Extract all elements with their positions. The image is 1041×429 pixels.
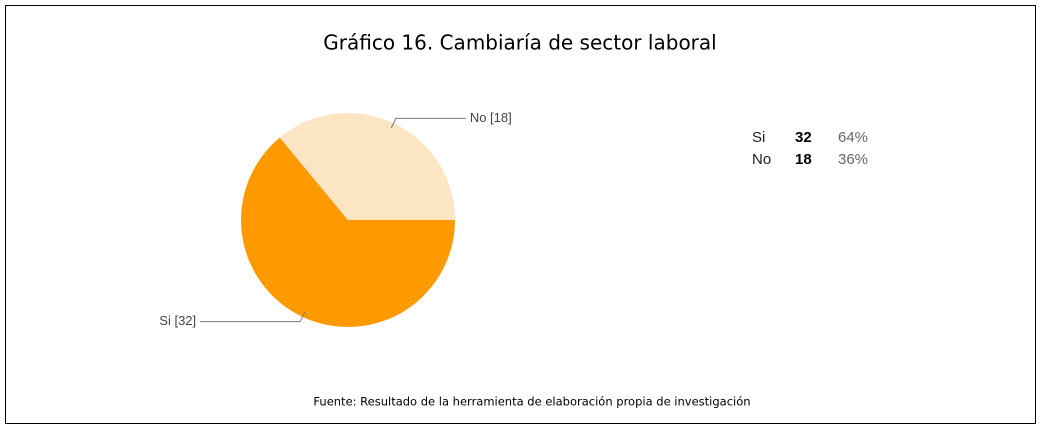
pie-slice <box>279 112 455 220</box>
legend-percent: 36% <box>838 151 868 168</box>
callout-line <box>200 311 306 323</box>
chart-title: Gráfico 16. Cambiaría de sector laboral <box>323 31 716 55</box>
pie-slice <box>241 137 455 327</box>
source: Fuente: Resultado de la herramienta de e… <box>313 395 750 409</box>
callout-line <box>390 117 466 129</box>
frame <box>5 5 1036 424</box>
legend-name: No <box>752 151 771 168</box>
legend-count: 32 <box>795 129 812 146</box>
slice-label: Si [32] <box>159 313 196 328</box>
slice-label: No [18] <box>470 110 512 125</box>
legend-name: Si <box>752 129 765 146</box>
legend-percent: 64% <box>838 129 868 146</box>
legend-count: 18 <box>795 151 812 168</box>
